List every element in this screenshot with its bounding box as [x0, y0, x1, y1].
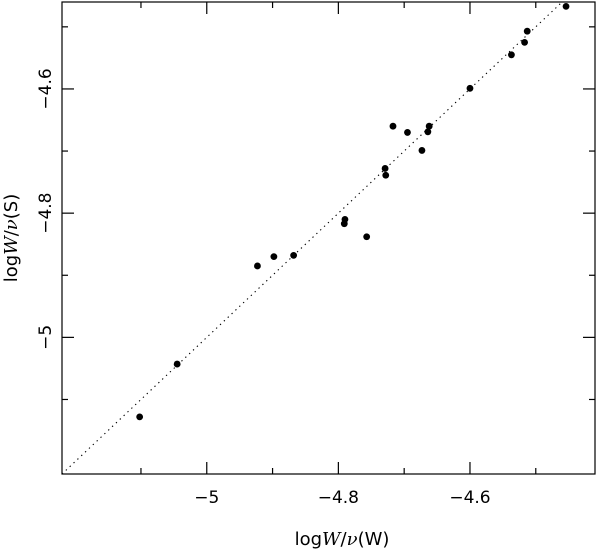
data-point: [508, 51, 515, 59]
data-point: [523, 27, 531, 35]
data-point: [270, 253, 278, 261]
data-point: [425, 122, 433, 130]
x-tick-label: −4.6: [449, 488, 490, 508]
data-point: [418, 147, 426, 154]
x-axis-label: logW/ν(W): [295, 529, 390, 550]
data-point: [254, 262, 261, 270]
x-tick-label: −4.8: [318, 488, 359, 508]
x-tick-label: −5: [194, 488, 219, 508]
data-point: [424, 128, 432, 136]
tick-layer: −5 −4.8 −4.6 −5 −4.8 −4.6: [36, 2, 595, 508]
data-point: [173, 360, 181, 368]
y-axis-label: logW/ν(S): [1, 194, 22, 282]
y-tick-label: −5: [36, 325, 56, 350]
data-point: [562, 2, 570, 10]
data-point: [521, 38, 528, 46]
point-layer: [136, 2, 570, 421]
data-point: [389, 122, 397, 130]
data-point: [381, 165, 389, 172]
y-tick-label: −4.6: [36, 68, 56, 109]
y-tick-label: −4.8: [36, 193, 56, 234]
plot-frame: [61, 1, 596, 475]
data-point: [290, 251, 298, 259]
data-point: [340, 220, 348, 228]
reference-line-y-equals-x: [61, 1, 563, 475]
data-point: [363, 233, 371, 241]
data-point: [382, 171, 390, 179]
data-point: [404, 129, 411, 136]
reference-line-layer: [61, 1, 563, 475]
data-point: [136, 413, 144, 421]
data-point: [466, 84, 474, 92]
